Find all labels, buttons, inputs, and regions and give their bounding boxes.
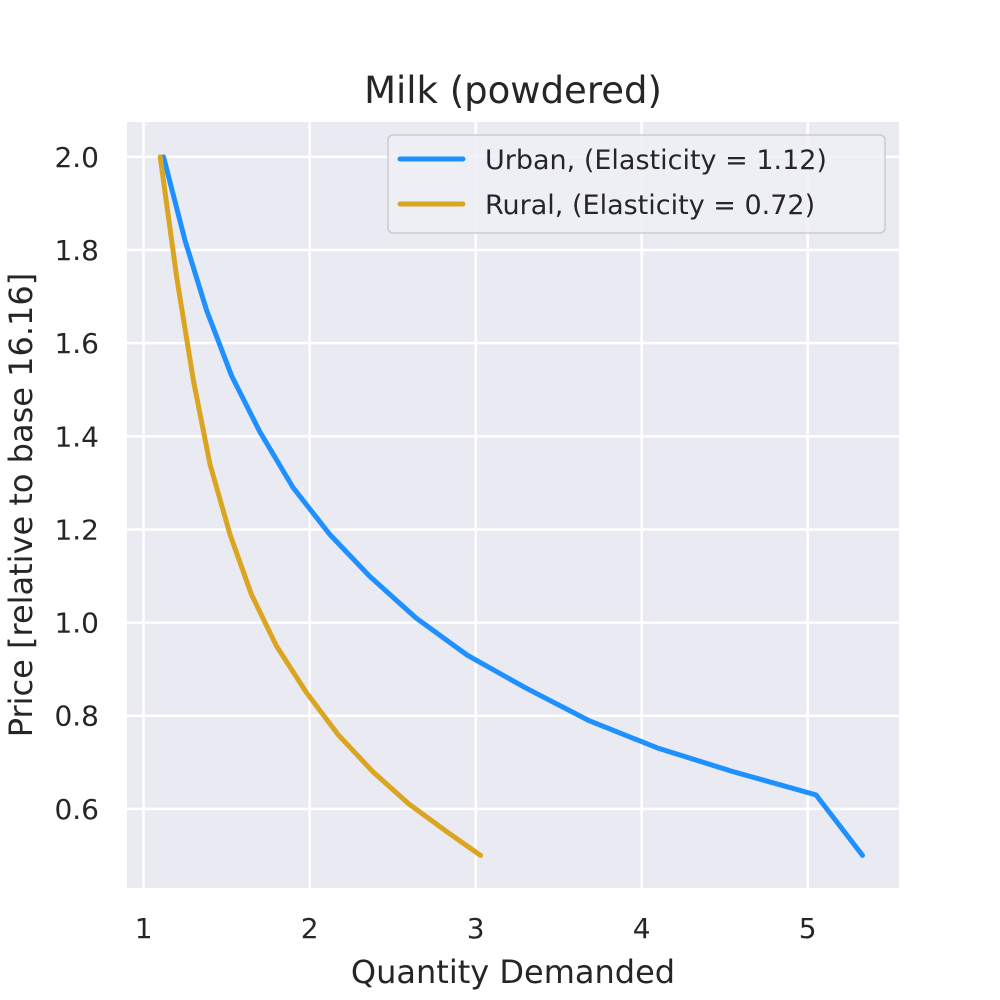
y-axis-label: Price [relative to base 16.16] — [2, 273, 40, 737]
legend-box — [387, 134, 886, 234]
x-tick-label: 1 — [135, 912, 153, 945]
y-tick-label: 0.8 — [54, 700, 99, 733]
plot-area — [127, 122, 899, 888]
y-tick-label: 1.6 — [54, 327, 99, 360]
x-axis-label: Quantity Demanded — [351, 953, 675, 991]
x-tick-label: 4 — [633, 912, 651, 945]
y-tick-label: 0.6 — [54, 793, 99, 826]
x-tick-label: 2 — [301, 912, 319, 945]
legend-label-rural: Rural, (Elasticity = 0.72) — [485, 190, 815, 221]
y-tick-label: 1.2 — [54, 513, 99, 546]
y-tick-label: 2.0 — [54, 141, 99, 174]
y-tick-label: 1.4 — [54, 420, 99, 453]
y-tick-label: 1.8 — [54, 234, 99, 267]
x-tick-labels: 1 2 3 4 5 — [135, 912, 817, 945]
x-tick-label: 3 — [467, 912, 485, 945]
chart-title: Milk (powdered) — [364, 69, 662, 112]
y-tick-labels: 0.6 0.8 1.0 1.2 1.4 1.6 1.8 2.0 — [54, 141, 99, 826]
x-tick-label: 5 — [799, 912, 817, 945]
series-line-rural — [157, 154, 484, 858]
y-tick-label: 1.0 — [54, 607, 99, 640]
series-line-urban — [161, 154, 865, 858]
series-lines — [157, 154, 865, 858]
legend-label-urban: Urban, (Elasticity = 1.12) — [485, 145, 827, 176]
legend: Urban, (Elasticity = 1.12) Rural, (Elast… — [387, 134, 886, 234]
